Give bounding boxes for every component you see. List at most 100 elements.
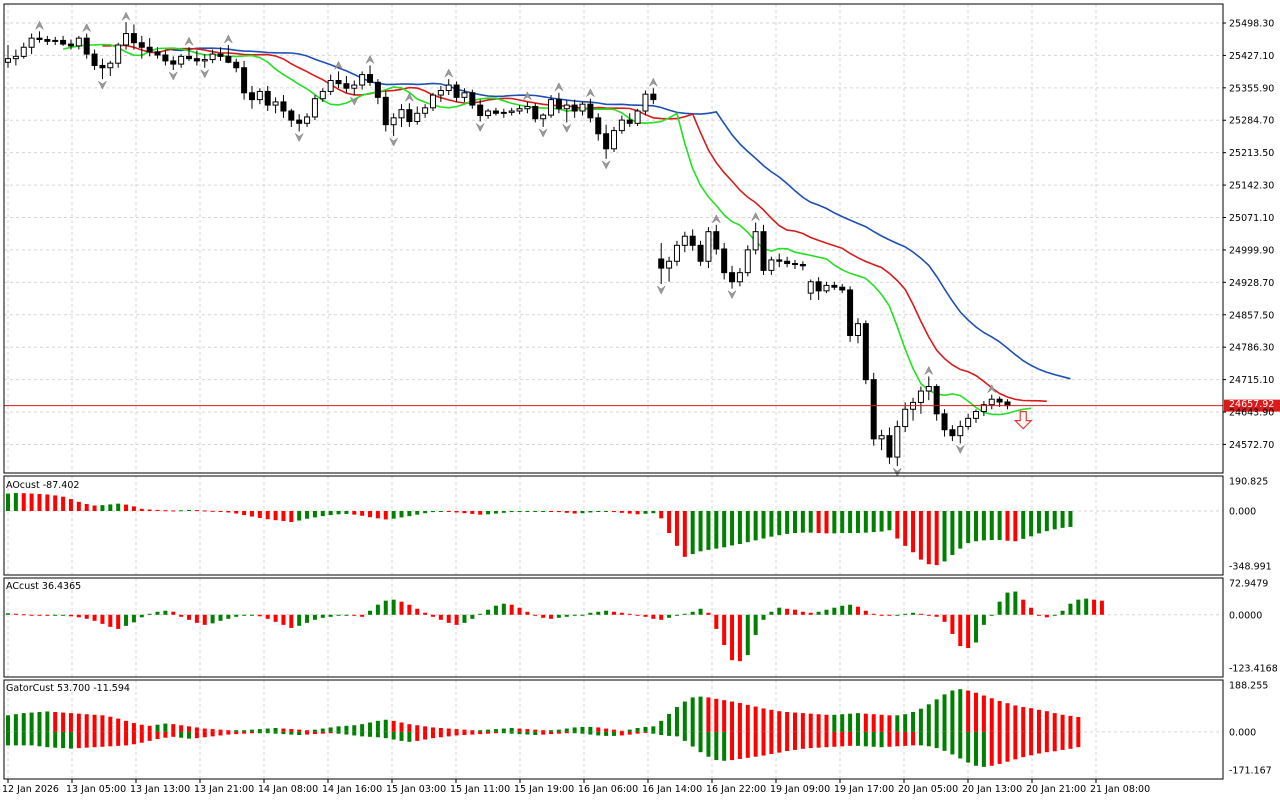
histogram-bar [635,614,640,616]
histogram-bar [879,614,884,616]
histogram-bar [690,510,695,555]
gator-upper-bar [800,713,805,732]
gator-upper-bar [667,713,672,732]
histogram-bar [226,614,231,619]
histogram-bar [438,510,443,512]
ao-tick-label: 190.825 [1229,477,1268,488]
price-tick-label: 24999.90 [1229,245,1274,256]
gator-lower-bar [517,731,522,735]
gator-upper-bar [187,726,192,732]
candle-body [296,119,303,124]
histogram-bar [242,614,247,616]
histogram-bar [493,510,498,514]
histogram-bar [745,510,750,543]
histogram-bar [124,614,129,626]
histogram-bar [855,606,860,615]
histogram-bar [242,510,247,516]
candle-body [721,248,728,274]
candle-body [792,263,798,266]
gator-upper-bar [564,728,569,732]
gator-upper-bar [989,698,994,732]
current-price-tag [1224,399,1280,412]
candle-body [327,79,334,92]
candle-body [973,411,980,419]
gator-upper-bar [674,707,679,732]
histogram-bar [627,613,632,615]
gator-lower-bar [604,731,609,736]
gator-lower-bar [564,731,569,734]
gator-lower-bar [674,731,679,737]
gator-lower-bar [651,731,656,734]
gator-upper-bar [997,701,1002,732]
candle-body [610,130,617,150]
candle-body [115,44,122,64]
histogram-bar [281,510,286,522]
histogram-bar [611,611,616,615]
gator-upper-bar [257,729,262,732]
candle-body [75,37,82,47]
histogram-bar [903,613,908,615]
histogram-bar [667,614,672,618]
candle-body [351,84,358,89]
gator-tick-label: 0.000 [1229,727,1256,738]
fractal-up-marker [523,91,532,101]
histogram-bar [848,510,853,534]
price-axes: 25498.30 25427.10 25355.90 25284.70 25213.50… [1223,18,1278,777]
gator-lower-bar [643,731,648,733]
gator-upper-bar [21,713,26,732]
gator-upper-bar [92,714,97,732]
price-tick-label: 25213.50 [1229,148,1274,159]
histogram-bar [1099,600,1104,615]
candle-body [862,323,869,381]
histogram-bar [37,614,42,616]
histogram-bar [564,614,569,617]
alligator-lips-line [62,43,1032,416]
histogram-bar [635,510,640,515]
candle-body [760,231,767,271]
candle-body [83,37,90,55]
histogram-bar [863,510,868,533]
histogram-bar [92,505,97,511]
histogram-bar [202,614,207,625]
gator-lower-bar [611,731,616,736]
gator-upper-bar [549,730,554,732]
gator-lower-bar [918,731,923,746]
gator-lower-bar [423,731,428,740]
histogram-bar [407,604,412,615]
candle-body [941,413,948,431]
histogram-bar [61,614,66,616]
histogram-bar [210,614,215,624]
histogram-bar [210,510,215,512]
histogram-bar [753,614,758,635]
histogram-bar [997,510,1002,540]
histogram-bar [6,493,10,511]
histogram-bar [541,510,546,512]
fractal-up-marker [586,88,595,97]
candle-body [705,231,712,262]
gator-lower-bar [556,731,561,734]
candle-body [146,46,153,53]
gator-upper-bar [407,724,412,732]
histogram-bar [871,510,876,533]
gator-upper-bar [29,712,34,732]
gator-upper-bar [761,708,766,732]
candle-body [469,92,476,106]
histogram-bar [53,495,58,511]
histogram-bar [785,510,790,534]
candle-body [524,105,531,110]
gator-lower-bar [100,731,105,747]
gator-lower-bar [242,731,247,734]
histogram-bar [588,612,593,615]
candle-body [902,408,909,428]
gator-lower-bar [855,731,860,746]
histogram-bar [76,614,81,618]
gator-upper-bar [517,728,522,732]
gator-upper-bar [37,712,42,732]
fractal-down-marker [727,290,737,300]
gator-lower-bar [730,731,735,761]
candle-body [933,385,940,415]
gator-lower-bar [76,731,81,749]
gator-label: GatorCust 53.700 -11.594 [6,683,130,694]
gator-lower-bar [1076,731,1081,748]
gator-lower-bar [926,731,931,747]
